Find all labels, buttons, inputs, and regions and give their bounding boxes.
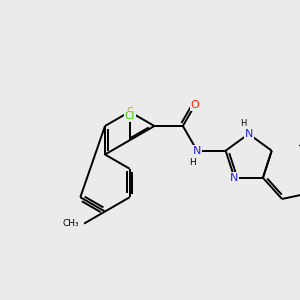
Text: N: N <box>193 146 201 156</box>
Text: Cl: Cl <box>124 111 135 121</box>
Text: H: H <box>189 158 196 166</box>
Text: H: H <box>240 119 246 128</box>
Text: N: N <box>230 173 238 183</box>
Text: N: N <box>244 129 253 139</box>
Text: CH₃: CH₃ <box>63 219 80 228</box>
Text: O: O <box>190 100 200 110</box>
Text: S: S <box>126 107 133 117</box>
